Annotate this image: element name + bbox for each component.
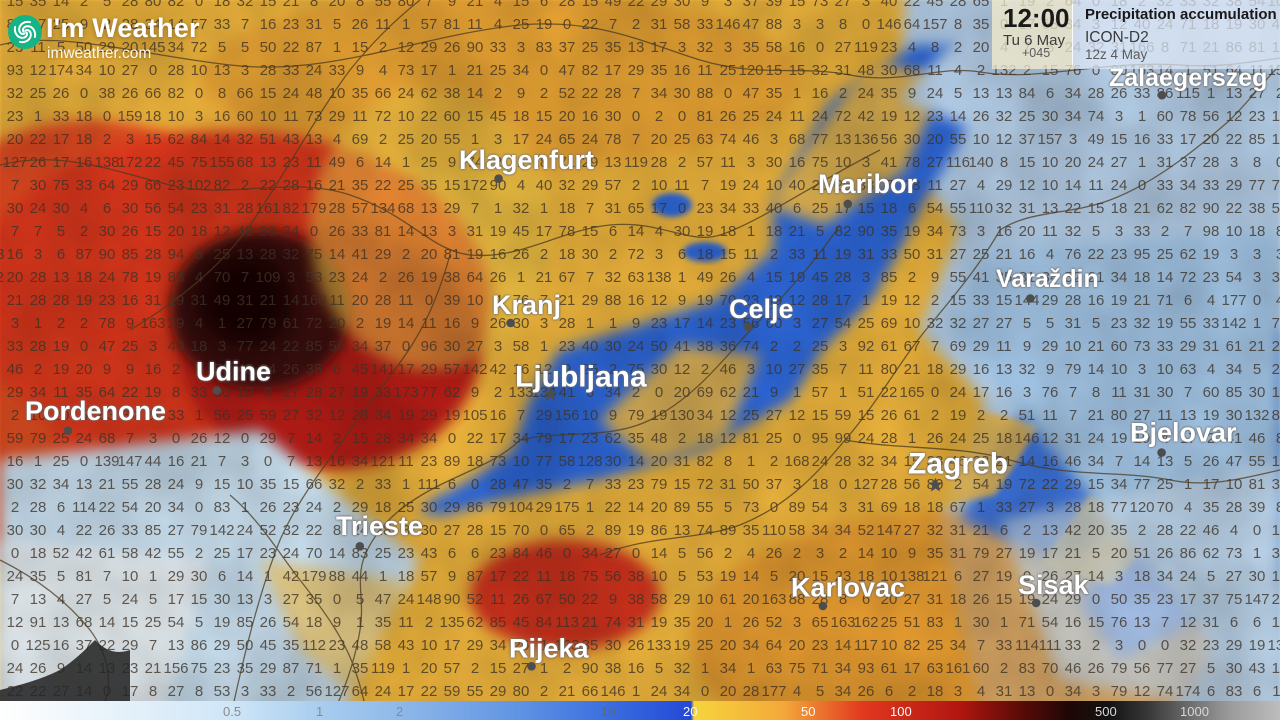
svg-text:Trieste: Trieste [336, 511, 423, 541]
svg-text:107307533642966231028222228162: 1073075336429662310282222281621352225351… [0, 177, 1280, 194]
svg-text:673024304630565423312816182179: 6730243046305654233128161821792857134681… [0, 200, 1280, 217]
svg-text:315979252468730261202971421528: 3159792524687302612029714215283434022173… [0, 430, 1280, 447]
svg-text:Maribor: Maribor [818, 169, 918, 199]
svg-text:Celje: Celje [729, 294, 794, 324]
svg-text:Udine: Udine [196, 357, 271, 387]
svg-text:Sisak: Sisak [1018, 570, 1090, 600]
svg-text:882426914132321156752335298771: 8824269141323211567523352987711351191205… [0, 660, 1280, 677]
svg-text:Karlovac: Karlovac [791, 573, 905, 603]
svg-text:723030422263385277914224523222: 7230304222633852779142245232228242833027… [0, 522, 1280, 539]
svg-text:Pordenone: Pordenone [25, 396, 166, 426]
svg-text:Rijeka: Rijeka [509, 634, 590, 664]
svg-text:Varaždin: Varaždin [996, 265, 1099, 293]
svg-text:791612501391474416217307131634: 7916125013914744162173071316341211123891… [0, 453, 1280, 470]
svg-text:281272617161381722245751556813: 2812726171613817222457515568132311496141… [0, 154, 1280, 171]
svg-text:Bjelovar: Bjelovar [1130, 417, 1237, 447]
svg-text:Kranj: Kranj [492, 290, 561, 320]
svg-text:133281904725340183772422855634: 1332819047253401837724228556343709630273… [0, 338, 1280, 355]
svg-text:Klagenfurt: Klagenfurt [459, 145, 594, 175]
svg-text:Zagreb: Zagreb [908, 448, 1008, 481]
svg-text:Ljubljana: Ljubljana [515, 361, 647, 394]
